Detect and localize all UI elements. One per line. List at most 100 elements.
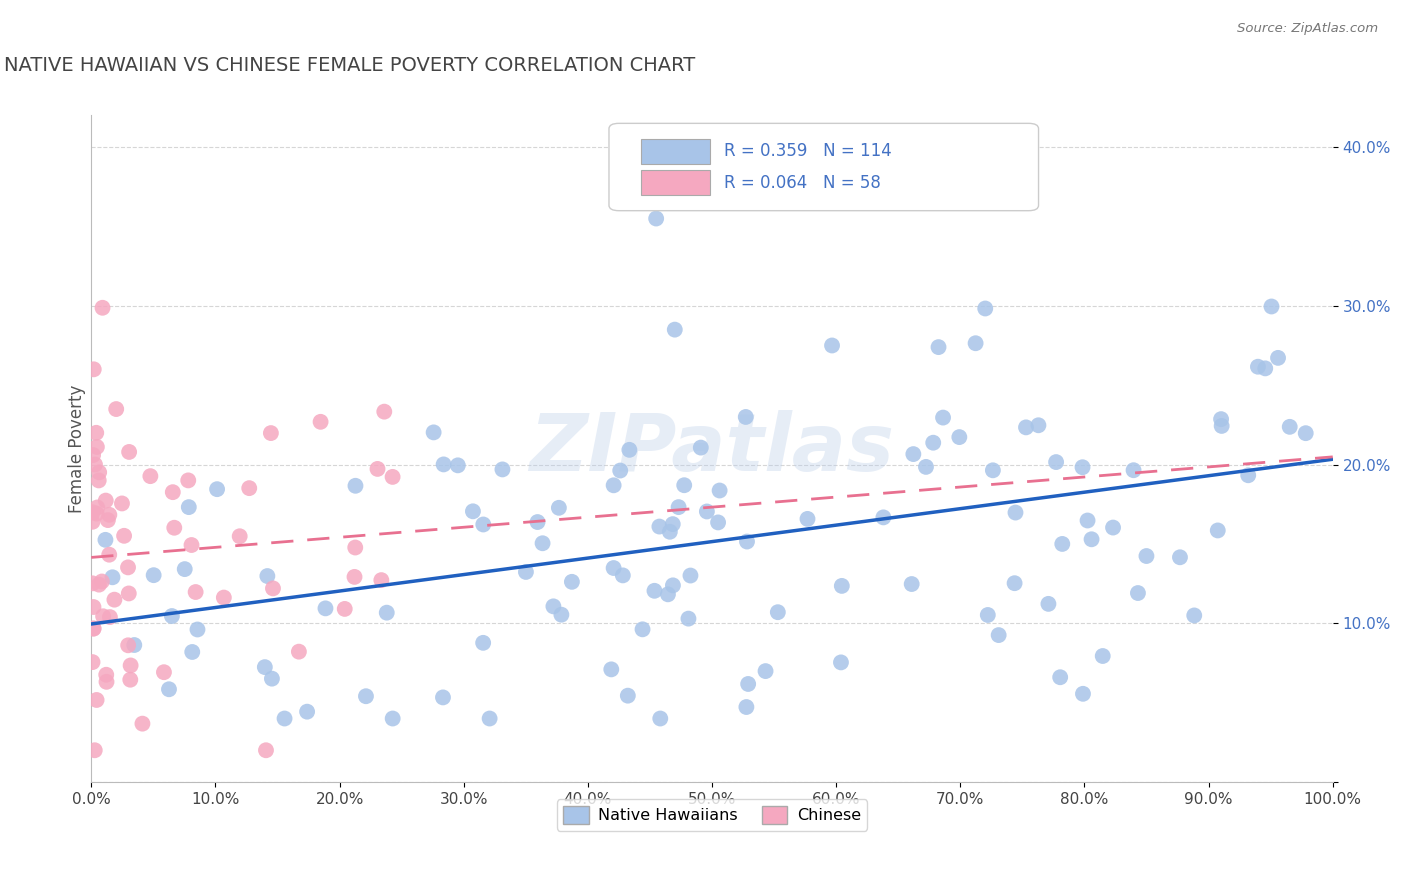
Point [367,462,389,476]
Text: R = 0.359   N = 114: R = 0.359 N = 114 [724,143,893,161]
Point [82,505,104,519]
Point [180,538,202,552]
Point [96,674,118,689]
Point [1206,524,1229,538]
Point [631,623,654,637]
Point [98,610,121,624]
Y-axis label: Female Poverty: Female Poverty [67,384,86,513]
Point [181,645,204,659]
Point [157,682,180,697]
Point [162,485,184,500]
Point [98,508,121,522]
Point [142,568,165,582]
Point [84,425,107,440]
Point [461,504,484,518]
Point [547,500,569,515]
Point [84,458,107,472]
Point [273,712,295,726]
Point [948,430,970,444]
Point [370,573,392,587]
Point [602,478,624,492]
Point [120,658,142,673]
Point [478,712,501,726]
Point [531,536,554,550]
Point [650,712,672,726]
Point [1015,420,1038,434]
Point [422,425,444,440]
Point [737,677,759,691]
Point [103,592,125,607]
Point [550,607,572,622]
Point [118,445,141,459]
Point [160,609,183,624]
Point [83,362,105,376]
Point [112,529,135,543]
Point [94,493,117,508]
Point [120,673,142,687]
Point [900,577,922,591]
Point [205,482,228,496]
Point [118,586,141,600]
Point [1004,506,1026,520]
Point [600,662,623,676]
Point [645,211,668,226]
Point [821,338,844,352]
Point [447,458,470,473]
Point [82,448,104,462]
Point [124,638,146,652]
Point [101,570,124,584]
Point [709,483,731,498]
Point [1004,576,1026,591]
Point [872,510,894,524]
Point [602,561,624,575]
Point [96,667,118,681]
Point [253,660,276,674]
Point [796,512,818,526]
Point [83,622,105,636]
Point [105,402,128,417]
Point [83,622,105,636]
Point [735,534,758,549]
Point [617,689,640,703]
Point [1071,687,1094,701]
Point [609,464,631,478]
Point [373,404,395,418]
Point [90,574,112,589]
Point [526,515,548,529]
Point [965,336,987,351]
Point [643,583,665,598]
Point [1295,426,1317,441]
Point [256,569,278,583]
Point [1209,412,1232,426]
Point [922,435,945,450]
Point [1278,420,1301,434]
Point [689,441,711,455]
Point [657,587,679,601]
Point [515,565,537,579]
Point [381,470,404,484]
Point [766,605,789,619]
Point [89,466,111,480]
Point [664,323,686,337]
Point [173,562,195,576]
Point [1049,670,1071,684]
Point [1052,537,1074,551]
Point [262,582,284,596]
Point [679,568,702,582]
Point [472,517,495,532]
Point [707,516,730,530]
Point [333,602,356,616]
Point [1211,418,1233,433]
Point [915,459,938,474]
Point [754,664,776,678]
Point [295,705,318,719]
Point [153,665,176,680]
Point [111,496,134,510]
Point [977,607,1000,622]
Point [1237,468,1260,483]
Point [673,478,696,492]
Point [658,524,681,539]
Point [830,656,852,670]
Point [491,462,513,476]
Point [86,693,108,707]
